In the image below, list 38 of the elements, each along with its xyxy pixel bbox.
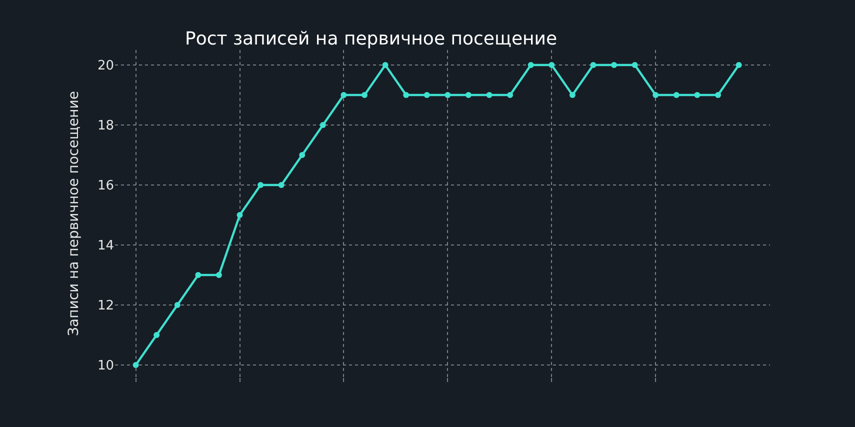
point: [299, 152, 306, 158]
point: [154, 332, 160, 338]
point: [694, 92, 700, 98]
point: [403, 92, 410, 98]
y-tick-label: 10: [97, 358, 114, 374]
point: [320, 122, 326, 128]
point: [486, 92, 492, 98]
point: [278, 182, 284, 188]
point: [465, 92, 472, 98]
chart-title: Рост записей на первичное посещение: [185, 28, 558, 50]
point: [362, 92, 368, 98]
point: [548, 62, 555, 68]
point: [444, 92, 451, 98]
point: [715, 92, 722, 98]
y-tick-label: 16: [97, 178, 114, 194]
y-tick-label: 18: [97, 118, 114, 134]
point: [195, 272, 202, 278]
point: [528, 62, 534, 68]
point: [236, 212, 243, 218]
point: [216, 272, 222, 278]
point: [652, 92, 659, 98]
point: [736, 62, 742, 68]
point: [611, 62, 618, 68]
point: [132, 362, 139, 368]
y-tick-label: 14: [97, 238, 114, 254]
point: [507, 92, 514, 98]
point: [340, 92, 347, 98]
point: [382, 62, 388, 68]
point: [673, 92, 680, 98]
point: [424, 92, 430, 98]
point: [174, 302, 180, 308]
point: [632, 62, 638, 68]
point: [590, 62, 596, 68]
point: [258, 182, 264, 188]
y-tick-label: 12: [97, 298, 114, 314]
y-tick-label: 20: [97, 58, 114, 74]
point: [569, 92, 576, 98]
y-axis-title: Записи на первичное посещение: [66, 91, 82, 336]
